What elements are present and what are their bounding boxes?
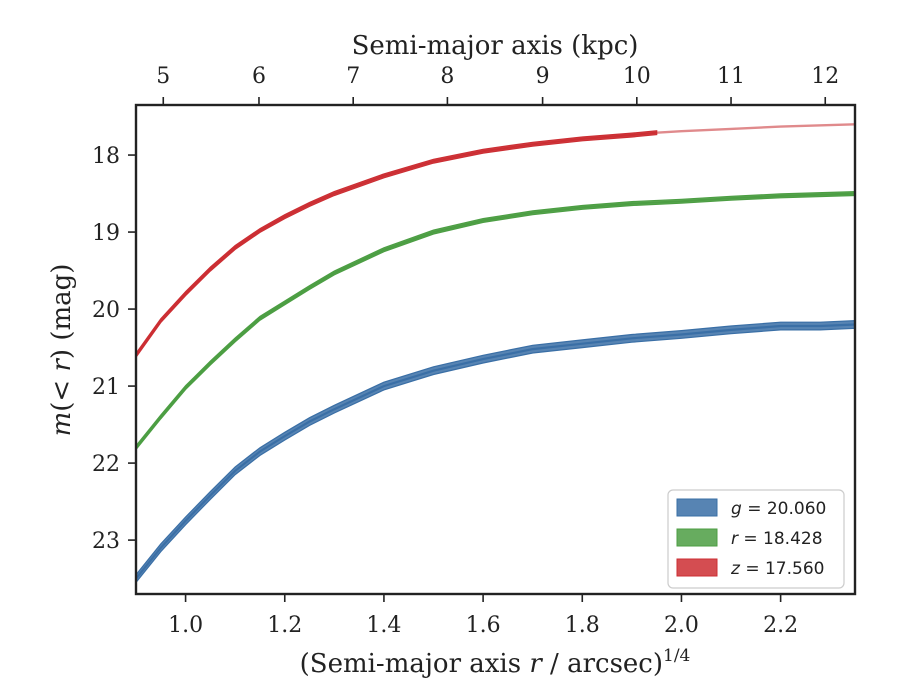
x-tick-label: 1.6 — [466, 613, 501, 638]
series-z-line — [135, 131, 657, 356]
top-tick-label: 9 — [536, 64, 550, 89]
top-tick-label: 12 — [811, 64, 839, 89]
x-axis-title-part2: / arcsec) — [542, 649, 663, 679]
legend-swatch-g — [676, 498, 718, 517]
x-axis-title-part1: (Semi-major axis — [300, 649, 530, 679]
y-tick-label: 19 — [92, 221, 120, 246]
series-r-band — [135, 190, 856, 452]
y-tick-label: 21 — [92, 375, 120, 400]
y-axis-title-paren: (< — [47, 372, 77, 412]
x-tick-label: 1.0 — [168, 613, 203, 638]
y-axis-title-unit: ) (mag) — [47, 264, 77, 360]
top-axis-title: Semi-major axis (kpc) — [352, 31, 639, 61]
y-axis-title-var-m: m — [47, 412, 77, 437]
legend-label-r: r = 18.428 — [731, 529, 823, 549]
y-axis-title-var-r: r — [47, 358, 77, 372]
legend-label-g: g = 20.060 — [731, 499, 826, 519]
x-axis-title: (Semi-major axis r / arcsec)1/4 — [300, 646, 691, 679]
x-tick-label: 1.8 — [565, 613, 600, 638]
legend-label-z: z = 17.560 — [730, 559, 824, 579]
plot-frame — [134, 103, 857, 596]
legend-value-z: = 17.560 — [740, 559, 825, 579]
y-tick-label: 22 — [92, 452, 120, 477]
x-axis-title-exponent: 1/4 — [663, 646, 690, 666]
series-g-line — [135, 323, 856, 580]
top-tick-label: 10 — [623, 64, 651, 89]
legend-var-r: r — [731, 529, 739, 549]
legend-var-g: g — [731, 499, 742, 519]
series-z-extension — [656, 123, 856, 134]
x-tick-label: 2.0 — [664, 613, 699, 638]
legend-swatch-z — [676, 558, 718, 577]
legend-value-r: = 18.428 — [738, 529, 823, 549]
y-axis-title: m(< r) (mag) — [47, 264, 77, 437]
axes-layer: 1.0 1.2 1.4 1.6 1.8 2.0 2.2 18 19 20 21 22 23 5 6 7 8 9 10… — [92, 64, 839, 638]
legend-value-g: = 20.060 — [742, 499, 827, 519]
top-tick-label: 6 — [252, 64, 266, 89]
top-tick-label: 11 — [717, 64, 745, 89]
top-tick-label: 5 — [156, 64, 170, 89]
top-tick-label: 7 — [346, 64, 360, 89]
series-layer — [135, 123, 856, 585]
top-tick-label: 8 — [440, 64, 454, 89]
y-tick-label: 23 — [92, 529, 120, 554]
x-tick-label: 1.2 — [267, 613, 302, 638]
y-tick-label: 18 — [92, 144, 120, 169]
x-tick-label: 1.4 — [366, 613, 401, 638]
legend-swatch-r — [676, 528, 718, 547]
series-r-line — [135, 192, 856, 449]
x-tick-label: 2.2 — [763, 613, 798, 638]
y-tick-label: 20 — [92, 298, 120, 323]
x-axis-title-var: r — [529, 649, 543, 679]
legend-var-z: z — [730, 559, 741, 579]
